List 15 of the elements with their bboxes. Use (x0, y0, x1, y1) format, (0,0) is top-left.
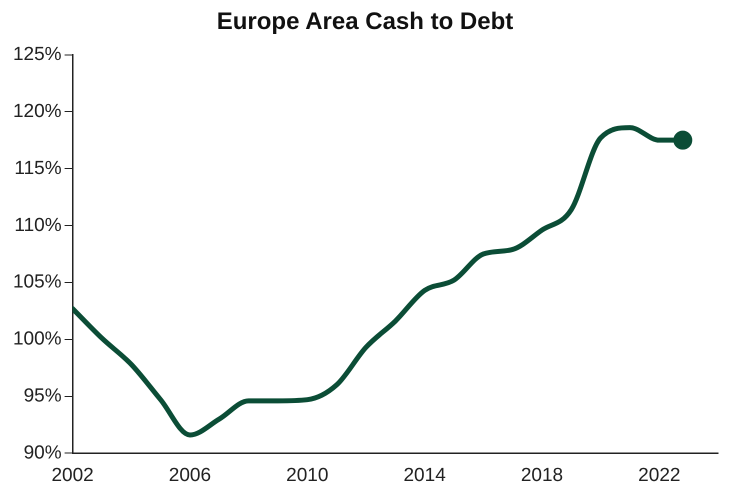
x-tick-label: 2018 (520, 464, 564, 486)
y-tick-label: 90% (24, 442, 62, 464)
x-tick-label: 2010 (286, 464, 328, 486)
y-tick-label: 105% (12, 272, 62, 293)
x-tick-label: 2022 (638, 464, 680, 486)
x-tick-label: 2002 (51, 464, 94, 486)
x-tick-label: 2014 (403, 464, 446, 486)
y-tick-label: 110% (14, 214, 62, 236)
y-tick-label: 115% (14, 158, 62, 179)
chart-title: Europe Area Cash to Debt (216, 8, 514, 36)
x-tick-label: 2006 (168, 464, 212, 486)
y-tick-label: 100% (12, 328, 62, 350)
y-tick-label: 120% (12, 100, 62, 122)
y-tick-label: 125% (12, 44, 62, 66)
y-tick-label: 95% (24, 386, 62, 407)
